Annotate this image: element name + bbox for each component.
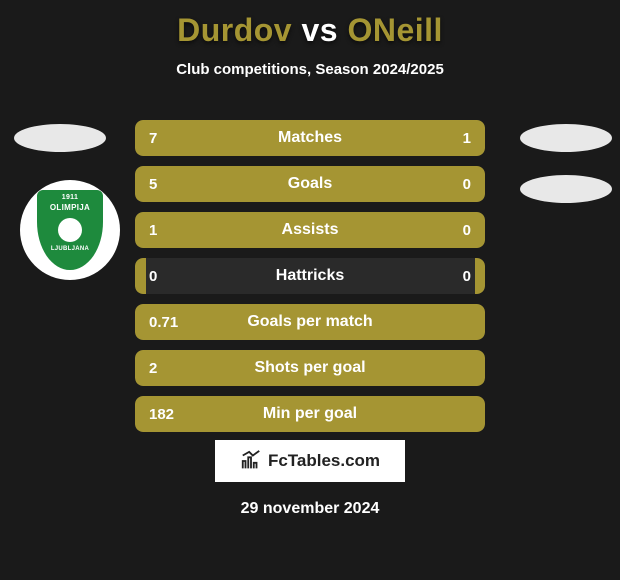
ball-icon (58, 218, 82, 242)
bar-left-value: 182 (149, 406, 174, 423)
bar-right-fill (475, 350, 486, 386)
player1-name: Durdov (177, 12, 292, 48)
bar-label: Assists (282, 221, 339, 239)
bar-label: Goals per match (247, 313, 372, 331)
bar-right-fill (475, 258, 486, 294)
stat-row: 5 Goals 0 (135, 166, 485, 202)
bar-left-value: 0 (149, 268, 157, 285)
club-shield: 1911 OLIMPIJA LJUBLJANA (37, 190, 103, 270)
club-year: 1911 (62, 194, 78, 201)
bar-left-value: 1 (149, 222, 157, 239)
bar-left-value: 7 (149, 130, 157, 147)
bar-right-value: 0 (463, 268, 471, 285)
date-text: 29 november 2024 (0, 500, 620, 518)
bar-right-fill (475, 396, 486, 432)
club-name: OLIMPIJA (50, 203, 90, 212)
vs-text: vs (301, 12, 338, 48)
bar-left-value: 5 (149, 176, 157, 193)
footer-logo[interactable]: FcTables.com (215, 440, 405, 482)
bar-label: Matches (278, 129, 342, 147)
club-city: LJUBLJANA (51, 246, 89, 252)
bar-label: Min per goal (263, 405, 357, 423)
stat-row: 1 Assists 0 (135, 212, 485, 248)
jersey-placeholder-top-right (520, 124, 612, 152)
bar-right-fill (475, 166, 486, 202)
jersey-placeholder-bottom-right (520, 175, 612, 203)
bar-left-value: 0.71 (149, 314, 178, 331)
bar-label: Goals (288, 175, 332, 193)
bar-label: Shots per goal (254, 359, 365, 377)
jersey-placeholder-top-left (14, 124, 106, 152)
bar-label: Hattricks (276, 267, 344, 285)
footer-site-name: FcTables.com (268, 451, 380, 471)
page-title: Durdov vs ONeill (0, 0, 620, 49)
bar-right-value: 1 (463, 130, 471, 147)
bar-left-fill (135, 258, 146, 294)
bar-right-fill (475, 304, 486, 340)
stats-bars: 7 Matches 1 5 Goals 0 1 Assists 0 0 Hattricks 0 0.71… (135, 120, 485, 442)
player2-name: ONeill (347, 12, 442, 48)
bar-left-value: 2 (149, 360, 157, 377)
stat-row: 2 Shots per goal (135, 350, 485, 386)
subtitle: Club competitions, Season 2024/2025 (0, 61, 620, 78)
stat-row: 0.71 Goals per match (135, 304, 485, 340)
chart-icon (240, 450, 262, 472)
bar-right-value: 0 (463, 222, 471, 239)
club-badge: 1911 OLIMPIJA LJUBLJANA (20, 180, 120, 280)
bar-right-fill (475, 212, 486, 248)
stat-row: 0 Hattricks 0 (135, 258, 485, 294)
bar-right-value: 0 (463, 176, 471, 193)
stat-row: 7 Matches 1 (135, 120, 485, 156)
stat-row: 182 Min per goal (135, 396, 485, 432)
